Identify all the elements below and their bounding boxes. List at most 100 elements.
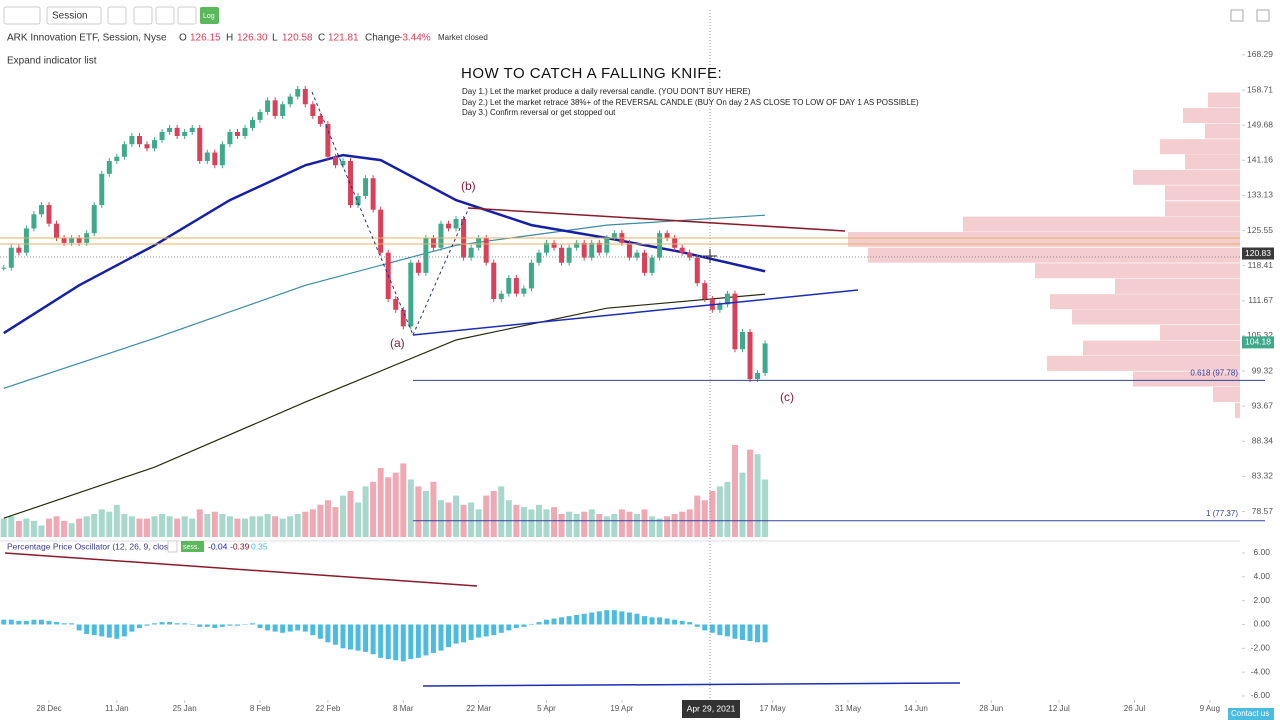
x-tick-label: 12 Jul [1048, 704, 1070, 713]
volume-bar [362, 486, 369, 537]
volume-bar [709, 491, 716, 537]
candle [446, 223, 452, 229]
volume-bar [762, 479, 769, 537]
fullscreen-button[interactable] [1230, 9, 1244, 22]
volume-bar [475, 509, 482, 537]
volume-bar [30, 520, 37, 537]
volume-profile-bar [1160, 139, 1240, 155]
contact-label[interactable]: Contact us [1231, 709, 1269, 718]
annotation-line: Day 3.) Confirm reversal or get stopped … [462, 108, 616, 117]
volume-profile-bar [1165, 201, 1240, 217]
candle [551, 242, 557, 248]
candle [679, 247, 685, 253]
candle [400, 309, 406, 327]
candle [250, 119, 256, 128]
volume-profile-bar [1035, 263, 1240, 279]
drawings [0, 10, 1240, 700]
candle [747, 332, 753, 380]
volume-bar [98, 509, 105, 537]
osc-menu[interactable] [167, 540, 178, 553]
candle [634, 252, 640, 258]
candle [724, 293, 730, 305]
candle [295, 88, 301, 97]
osc-tick-label: -4.00 [1251, 666, 1271, 676]
fib-label: 1 (77.37) [1206, 509, 1238, 518]
osc-bar [747, 624, 753, 642]
osc-bar [280, 624, 286, 633]
expand-indicators[interactable]: Expand indicator list [7, 56, 97, 67]
change-label: Change [365, 33, 400, 44]
volume-bar [166, 516, 173, 537]
resistance-trendline [467, 207, 846, 232]
volume-bar [317, 504, 324, 537]
volume-bar [355, 502, 362, 537]
osc-bar [596, 611, 602, 625]
y-tick-label: 158.71 [1247, 84, 1273, 94]
settings-button[interactable] [107, 6, 127, 25]
candle [378, 209, 384, 253]
candle [99, 173, 105, 206]
x-tick-label: 8 Feb [250, 704, 271, 713]
candle [468, 247, 474, 258]
volume-bar [302, 511, 309, 537]
candle [182, 131, 188, 137]
indicator-button[interactable] [133, 6, 153, 25]
clock-button[interactable] [155, 6, 175, 25]
menu-button[interactable] [3, 6, 41, 25]
volume-bar [241, 518, 248, 537]
osc-bar [551, 618, 557, 625]
fib-label: 0.618 (97.78) [1190, 369, 1238, 378]
osc-bar [152, 623, 158, 625]
y-tick-label: 168.29 [1247, 49, 1273, 59]
osc-bar [167, 622, 173, 625]
osc-tick-label: 4.00 [1253, 571, 1270, 581]
draw-button[interactable] [177, 6, 197, 25]
close-value: 121.81 [328, 33, 359, 44]
volume-profile-bar [1185, 154, 1240, 170]
candle [114, 156, 120, 161]
volume-bar [400, 463, 407, 537]
osc-tick-label: 0.00 [1253, 619, 1270, 629]
osc-bar [121, 624, 127, 637]
osc-bar [528, 624, 534, 625]
osc-title: Percentage Price Oscillator (12, 26, 9, … [7, 541, 176, 551]
x-tick-label: 11 Jan [105, 704, 128, 713]
screenshot-button[interactable] [1256, 9, 1270, 22]
osc-bar [498, 624, 504, 633]
osc-bar [385, 624, 391, 660]
volume-bar [626, 511, 633, 537]
volume-bar [339, 495, 346, 537]
candle [197, 127, 203, 161]
candle [332, 156, 338, 166]
osc-bar [400, 624, 406, 662]
osc-bar [589, 612, 595, 625]
candle [1, 267, 7, 269]
volume-bar [45, 518, 52, 537]
annotation-line: Day 1.) Let the market produce a daily r… [462, 87, 751, 96]
osc-bar [84, 624, 90, 634]
volume-profile-bar [963, 216, 1240, 232]
osc-bar [446, 624, 452, 648]
volume-bar [174, 518, 181, 537]
log-button[interactable] [200, 7, 219, 24]
osc-bar [250, 623, 256, 625]
osc-bar [702, 624, 708, 631]
candle [604, 237, 610, 253]
osc-bar [581, 613, 587, 625]
osc-tick-label: -2.00 [1251, 643, 1271, 653]
osc-bar [619, 611, 625, 625]
volume-bar [83, 516, 90, 537]
session-dropdown[interactable] [46, 6, 102, 25]
osc-bar [106, 624, 112, 638]
candle [302, 88, 308, 105]
candle [581, 242, 587, 258]
osc-bar [491, 624, 497, 636]
osc-bar [363, 624, 369, 652]
annotation-title: HOW TO CATCH A FALLING KNIFE: [461, 65, 722, 82]
osc-badge: sess. [183, 544, 199, 551]
osc-bar [672, 619, 678, 625]
volume-bar [453, 495, 460, 537]
contact-button[interactable] [1228, 708, 1274, 720]
candle [174, 127, 180, 137]
market-status: Market closed [438, 33, 488, 42]
